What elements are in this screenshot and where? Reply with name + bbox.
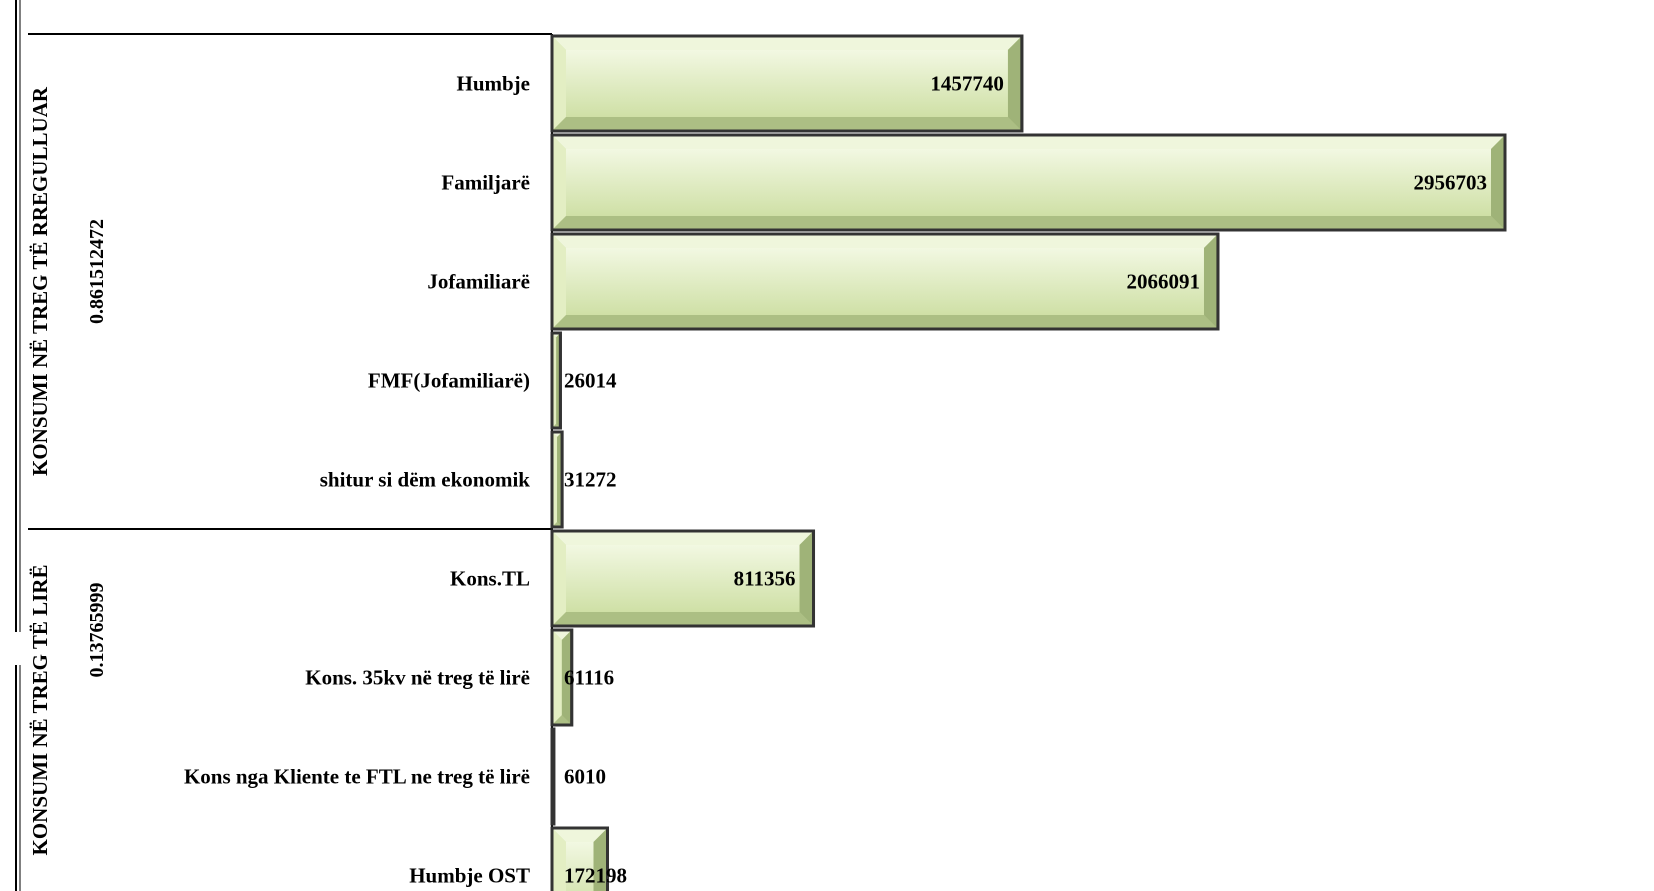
bar-bevel-right — [593, 828, 608, 891]
bar-outline — [550, 529, 816, 628]
bar-bevel-left — [552, 828, 566, 891]
bar-bevel-left — [552, 531, 566, 626]
bar-bevel-left — [552, 630, 562, 725]
category-label: Kons. 35kv në treg të lirë — [305, 666, 530, 690]
bar — [550, 430, 564, 529]
bar — [550, 826, 610, 891]
bar-bevel-bottom — [552, 612, 814, 626]
bar-bevel-top — [552, 630, 572, 640]
bar-outline — [550, 331, 562, 430]
category-label: FMF(Jofamiliarë) — [368, 369, 530, 393]
bar-outline — [550, 430, 564, 529]
bar — [550, 34, 1024, 133]
bar-bevel-left — [552, 234, 566, 329]
category-label: Humbje — [457, 72, 531, 96]
chart-frame — [15, 0, 553, 891]
bar-outline — [550, 628, 574, 727]
group-label: KONSUMI NË TREG TË LIRË — [28, 565, 52, 856]
bar-face — [566, 50, 1008, 117]
bar-outline — [550, 826, 610, 891]
bar-outline — [550, 133, 1507, 232]
bars-layer — [550, 34, 1507, 891]
category-label: Familjarë — [441, 171, 530, 195]
bar-bevel-right — [1491, 135, 1505, 230]
value-label: 6010 — [564, 765, 606, 789]
bar-face — [566, 248, 1204, 315]
bar-bevel-top — [552, 36, 1022, 50]
bar-bevel-top — [552, 531, 814, 545]
value-label: 172198 — [564, 864, 627, 888]
value-label: 31272 — [564, 468, 617, 492]
group-ratio-label: 0.861512472 — [86, 219, 108, 324]
category-label: Jofamiliarë — [427, 270, 530, 294]
bar-bevel-top — [552, 135, 1505, 149]
value-label: 811356 — [734, 567, 796, 591]
bar-bevel-right — [1203, 234, 1218, 329]
category-label: shitur si dëm ekonomik — [320, 468, 531, 492]
bar — [550, 232, 1220, 331]
bar-bevel-bottom — [552, 216, 1505, 230]
bar-face — [566, 545, 800, 612]
bar — [550, 727, 556, 826]
value-label: 26014 — [564, 369, 617, 393]
bar-outline — [550, 232, 1220, 331]
bar-face — [566, 842, 594, 891]
bar-bevel-bottom — [552, 117, 1022, 131]
value-label: 61116 — [564, 666, 614, 690]
bar — [550, 331, 562, 430]
bar-bevel-right — [1007, 36, 1022, 131]
bar-bevel-left — [552, 135, 566, 230]
category-label: Kons nga Kliente te FTL ne treg të lirë — [184, 765, 530, 789]
group-label: KONSUMI NË TREG TË RREGULLUAR — [28, 86, 52, 476]
bar-face — [566, 149, 1491, 216]
labels-layer: KONSUMI NË TREG TË RREGULLUAR 0.861512472… — [28, 72, 1487, 888]
bar-outline — [550, 34, 1024, 133]
bar-bevel-right — [799, 531, 814, 626]
category-label: Kons.TL — [450, 567, 530, 591]
value-label: 2066091 — [1126, 270, 1200, 294]
category-label: Humbje OST — [409, 864, 530, 888]
bar-body — [550, 727, 556, 826]
value-label: 2956703 — [1414, 171, 1488, 195]
bar-bevel-left — [552, 36, 566, 131]
bar — [550, 628, 574, 727]
bar-bevel-top — [552, 234, 1218, 248]
group-ratio-label: 0.13765999 — [86, 583, 108, 678]
bar-bevel-bottom — [552, 715, 572, 725]
bar-bevel-right — [561, 630, 572, 725]
bar — [550, 529, 816, 628]
bar — [550, 133, 1507, 232]
bar-bevel-bottom — [552, 315, 1218, 329]
value-label: 1457740 — [930, 72, 1004, 96]
bar-bevel-top — [552, 828, 608, 842]
